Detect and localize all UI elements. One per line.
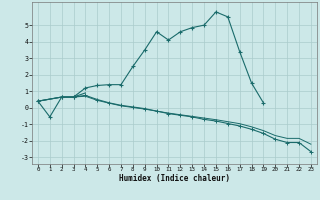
- X-axis label: Humidex (Indice chaleur): Humidex (Indice chaleur): [119, 174, 230, 183]
